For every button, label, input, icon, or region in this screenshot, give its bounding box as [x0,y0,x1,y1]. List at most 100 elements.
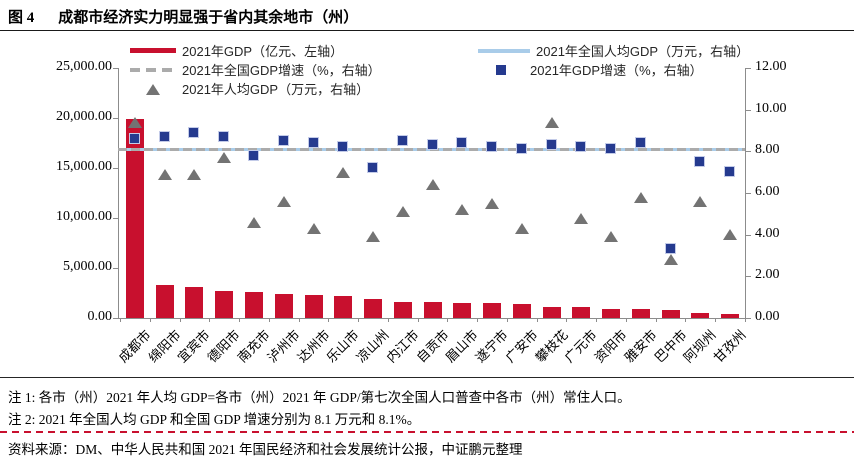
y-axis-left-tick [113,268,118,269]
x-axis-tick [268,318,270,322]
y-axis-left-line [118,68,119,318]
x-axis-tick [477,318,479,322]
note-2: 注 2: 2021 年全国人均 GDP 和全国 GDP 增速分别为 8.1 万元… [8,412,421,427]
y-axis-right-tick-label: 8.00 [755,142,780,158]
y-axis-left-tick-label: 25,000.00 [56,59,112,74]
gdp-growth-square-marker [605,143,617,155]
gdp-growth-square-marker [367,162,378,173]
y-axis-left-tick [113,218,118,219]
source-divider-dashed-line [0,431,854,433]
per-capita-gdp-triangle-marker [663,254,678,266]
note-1: 注 1: 各市（州）2021 年人均 GDP=各市（州）2021 年 GDP/第… [8,390,631,405]
per-capita-gdp-triangle-marker [455,204,470,216]
x-axis-tick [387,318,389,322]
gdp-bar [721,313,740,318]
y-axis-left-tick-label: 5,000.00 [63,259,112,274]
gdp-bar [423,302,442,318]
x-axis-tick [536,318,538,322]
y-axis-left-tick [113,68,118,69]
gdp-bar [542,306,561,318]
legend-item-gdp-growth: 2021年GDP增速（%，右轴） [478,61,703,78]
x-axis-tick [417,318,419,322]
figure-title: 成都市经济实力明显强于省内其余地市（州） [58,10,359,26]
per-capita-gdp-triangle-marker [723,229,738,241]
gdp-bar [274,293,293,318]
x-axis-line [118,318,746,319]
gdp-bar [661,310,680,318]
gdp-growth-square-marker [634,137,646,148]
per-capita-gdp-triangle-marker [306,222,321,234]
gdp-growth-square-marker [515,143,527,155]
y-axis-right-tick [746,109,751,111]
gdp-growth-square-marker [128,132,140,144]
y-axis-right-tick [746,276,751,278]
gdp-bar [334,295,353,318]
title-divider-line [0,30,854,31]
red-bar-swatch-icon [130,48,176,53]
plot-area: 0.00 5,000.00 10,000.00 15,000.00 20,000.00 2… [0,32,854,377]
y-axis-right-tick-label: 0.00 [755,309,780,324]
x-axis-tick [506,318,508,322]
per-capita-gdp-triangle-marker [246,216,261,228]
legend-label: 2021年全国人均GDP（万元，右轴） [536,44,750,59]
navy-square-swatch-icon [478,64,524,76]
per-capita-gdp-triangle-marker [366,231,380,243]
x-axis-tick [596,318,598,322]
legend-label: 2021年GDP（亿元、左轴） [182,44,344,59]
gdp-growth-square-marker [545,139,557,151]
x-axis-tick [239,318,241,322]
gdp-bar [572,306,591,318]
gdp-bar [512,303,531,318]
gdp-growth-square-marker [307,137,319,148]
y-axis-right-tick-label: 10.00 [755,100,787,116]
y-axis-left-tick [113,118,118,119]
x-axis-tick [120,318,121,322]
per-capita-gdp-triangle-marker [217,152,232,164]
y-axis-left-tick [113,168,118,169]
chart-area: 2021年GDP（亿元、左轴） 2021年全国GDP增速（%，右轴） 2021年… [0,32,854,377]
gdp-bar [631,309,650,318]
y-axis-right-tick-label: 6.00 [755,184,780,199]
gdp-growth-square-marker [218,130,230,142]
gdp-bar [602,308,621,318]
x-axis-tick [625,318,627,322]
legend-label: 2021年全国GDP增速（%，右轴） [182,63,381,78]
x-axis-tick [655,318,657,322]
x-axis-tick [149,318,151,322]
y-axis-right-tick [746,234,751,236]
y-axis-right-tick-label: 2.00 [755,267,780,283]
gdp-bar [244,292,263,318]
gray-triangle-swatch-icon [130,83,176,95]
y-axis-left-tick-label: 0.00 [87,309,113,324]
y-axis-right-line [745,68,746,318]
y-axis-right-tick [746,193,751,194]
y-axis-right-tick [746,318,751,319]
x-axis-tick [715,318,717,322]
x-axis-tick [745,318,746,322]
per-capita-gdp-triangle-marker [395,206,410,218]
gdp-growth-square-marker [188,126,200,138]
figure-title-row: 图 4 成都市经济实力明显强于省内其余地市（州） [8,6,358,27]
gdp-growth-square-marker [396,134,408,146]
y-axis-left-tick-label: 15,000.00 [56,159,112,174]
per-capita-gdp-triangle-marker [544,116,559,128]
gdp-bar [483,302,501,318]
per-capita-gdp-triangle-marker [187,168,202,180]
gdp-bar [304,294,323,318]
gdp-bar [453,302,472,318]
per-capita-gdp-triangle-marker [127,116,142,128]
legend-label: 2021年GDP增速（%，右轴） [530,63,703,78]
x-axis-tick [566,318,568,322]
y-axis-right-tick [746,68,751,69]
x-axis-tick [179,318,181,322]
gdp-growth-square-marker [277,134,289,146]
x-axis-tick [298,318,300,322]
x-axis-tick [209,318,211,322]
gdp-bar [364,299,382,318]
per-capita-gdp-triangle-marker [485,197,499,209]
legend-item-gdp: 2021年GDP（亿元、左轴） [130,42,343,59]
lightblue-line-swatch-icon [478,48,530,53]
gdp-bar [185,286,204,318]
y-axis-left-tick [113,318,118,319]
y-axis-right-tick-label: 4.00 [755,225,780,241]
